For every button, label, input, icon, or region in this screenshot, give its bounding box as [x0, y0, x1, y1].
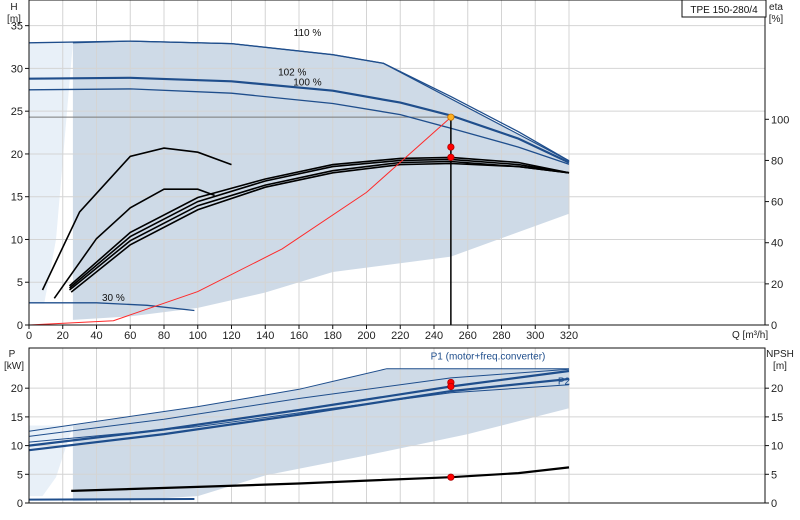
eta-tick-label: 0 — [771, 320, 777, 332]
p-tick-label: 5 — [17, 469, 23, 481]
x-tick-label: 80 — [158, 330, 170, 342]
x-tick-label: 0 — [26, 330, 32, 342]
x-tick-label: 220 — [391, 330, 409, 342]
x-tick-label: 320 — [560, 330, 578, 342]
efficiency-curve — [41, 147, 232, 291]
h-tick-label: 5 — [17, 277, 23, 289]
x-tick-label: 180 — [324, 330, 342, 342]
npsh-label: NPSH — [766, 349, 794, 360]
system-curve — [28, 116, 452, 326]
speed-label-3: 30 % — [102, 293, 125, 304]
speed-label-2: 100 % — [293, 78, 321, 89]
chart-title: TPE 150-280/4 — [690, 5, 758, 16]
h-tick-label: 0 — [17, 320, 23, 332]
efficiency-curve — [68, 158, 570, 289]
x-tick-label: 160 — [290, 330, 308, 342]
power-curve — [28, 369, 570, 447]
h-unit: [m] — [7, 14, 21, 25]
head-curve-100 — [28, 88, 570, 165]
duty-point-marker — [447, 153, 455, 161]
power-curve — [28, 384, 570, 443]
head-curve-30 — [29, 302, 195, 312]
top-right-axis-label: eta [%] — [769, 2, 784, 25]
power-envelope — [72, 368, 570, 502]
eta-tick-label: 40 — [771, 238, 783, 250]
series-label-1: P2 — [558, 377, 571, 388]
h-tick-label: 15 — [11, 192, 23, 204]
p-unit: [kW] — [4, 361, 24, 372]
title-box: TPE 150-280/4 — [681, 0, 767, 18]
eta-tick-label: 80 — [771, 155, 783, 167]
power-low-flow-region — [29, 425, 73, 497]
x-tick-label: 280 — [492, 330, 510, 342]
npsh-curve — [71, 466, 570, 492]
x-tick-label: 200 — [357, 330, 375, 342]
power-npsh-panel: P1 (motor+freq.converter)P20510152005101… — [11, 347, 783, 510]
efficiency-curve — [53, 188, 215, 299]
eta-label: eta — [769, 2, 783, 13]
npsh-tick-label: 5 — [771, 469, 777, 481]
low-speed-power-curve — [28, 498, 195, 501]
eta-tick-label: 60 — [771, 197, 783, 209]
x-tick-label: 120 — [222, 330, 240, 342]
npsh-tick-label: 20 — [771, 383, 783, 395]
x-tick-label: 260 — [459, 330, 477, 342]
series-label-0: P1 (motor+freq.converter) — [431, 351, 546, 362]
duty-point-marker — [447, 113, 455, 121]
efficiency-curve — [70, 162, 570, 293]
x-tick-label: 20 — [57, 330, 69, 342]
bottom-left-axis-label: P [kW] — [4, 349, 24, 372]
p-tick-label: 15 — [11, 412, 23, 424]
efficiency-curve — [68, 156, 570, 287]
eta-tick-label: 100 — [771, 114, 789, 126]
h-tick-label: 10 — [11, 234, 23, 246]
x-tick-label: 60 — [124, 330, 136, 342]
head-curve-102 — [28, 76, 570, 164]
head-curve-110 — [28, 40, 570, 162]
npsh-unit: [m] — [773, 361, 787, 372]
p-tick-label: 10 — [11, 441, 23, 453]
x-tick-label: 240 — [425, 330, 443, 342]
x-tick-label: 100 — [189, 330, 207, 342]
npsh-tick-label: 0 — [771, 498, 777, 510]
npsh-tick-label: 10 — [771, 441, 783, 453]
speed-label-1: 102 % — [278, 67, 306, 78]
top-left-axis-label: H [m] — [7, 2, 21, 25]
p-label: P — [9, 349, 16, 360]
x-tick-label: 300 — [526, 330, 544, 342]
p-tick-label: 0 — [17, 498, 23, 510]
h-tick-label: 25 — [11, 106, 23, 118]
speed-label-0: 110 % — [294, 28, 322, 39]
h-tick-label: 35 — [11, 21, 23, 33]
low-flow-region — [29, 42, 73, 304]
h-tick-label: 30 — [11, 63, 23, 75]
bottom-right-axis-label: NPSH [m] — [766, 349, 794, 372]
duty-point-marker — [447, 382, 455, 391]
h-tick-label: 20 — [11, 149, 23, 161]
bottom-plot-frame — [28, 347, 766, 504]
duty-point-marker — [447, 473, 455, 481]
power-curve — [28, 368, 570, 437]
eta-tick-label: 20 — [771, 279, 783, 291]
power-curve — [28, 377, 570, 452]
duty-point-marker — [447, 143, 455, 151]
x-tick-label: 40 — [90, 330, 102, 342]
top-plot-frame — [28, 0, 766, 326]
power-curve — [28, 368, 569, 432]
x-axis-label: Q [m³/h] — [732, 330, 768, 341]
h-label: H — [10, 2, 17, 13]
x-tick-label: 140 — [256, 330, 274, 342]
p-tick-label: 20 — [11, 383, 23, 395]
npsh-tick-label: 15 — [771, 412, 783, 424]
head-efficiency-panel: 110 %102 %100 %30 %0 20 40 60 80 100 120 140 160… — [11, 0, 789, 342]
eta-unit: [%] — [769, 14, 784, 25]
